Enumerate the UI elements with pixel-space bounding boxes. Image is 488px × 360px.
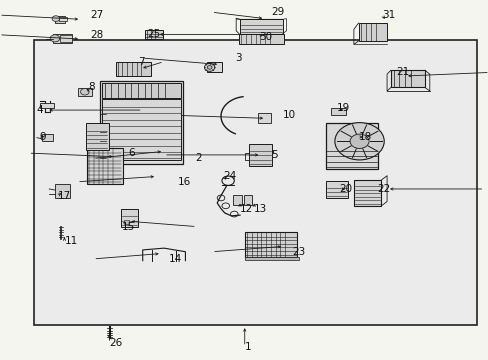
Text: 24: 24 (223, 171, 236, 181)
Bar (145, 30, 163, 39)
Text: 4: 4 (36, 105, 42, 115)
Text: 12: 12 (240, 204, 253, 214)
Bar (102, 83, 180, 98)
Text: 9: 9 (40, 132, 46, 142)
Text: 8: 8 (88, 82, 95, 92)
Text: 29: 29 (270, 7, 284, 17)
Bar (206, 62, 222, 72)
Bar (55, 184, 70, 198)
Text: 28: 28 (90, 30, 103, 40)
Bar (244, 257, 299, 260)
Text: 11: 11 (64, 236, 78, 246)
Bar (325, 181, 347, 198)
Bar (390, 70, 424, 87)
Bar (55, 17, 65, 23)
Text: 31: 31 (382, 10, 395, 20)
Circle shape (52, 16, 60, 22)
Text: 10: 10 (282, 111, 295, 121)
Bar (257, 113, 270, 123)
Circle shape (207, 66, 212, 69)
Circle shape (349, 134, 368, 148)
Text: 30: 30 (259, 32, 271, 41)
Text: 15: 15 (121, 222, 134, 231)
Bar (40, 103, 54, 108)
Text: 7: 7 (138, 57, 144, 67)
Bar (60, 36, 71, 42)
Circle shape (334, 123, 384, 160)
Circle shape (50, 35, 60, 42)
Text: 21: 21 (396, 67, 409, 77)
Text: 18: 18 (358, 132, 371, 142)
Text: 16: 16 (178, 177, 191, 187)
Bar (102, 99, 180, 160)
Bar (325, 123, 377, 169)
Text: 17: 17 (57, 191, 70, 201)
Circle shape (204, 63, 214, 71)
Bar (87, 148, 122, 184)
Text: 2: 2 (195, 153, 201, 163)
Bar (100, 81, 183, 164)
Bar (353, 180, 381, 206)
Text: 5: 5 (270, 150, 277, 160)
Text: 27: 27 (90, 10, 103, 20)
Bar (249, 144, 272, 166)
Text: 25: 25 (147, 30, 161, 39)
Text: 13: 13 (254, 204, 267, 214)
Bar (42, 134, 53, 141)
Bar (85, 123, 108, 149)
Text: 23: 23 (292, 247, 305, 257)
Bar (239, 34, 284, 44)
Bar (59, 17, 67, 22)
Bar (123, 220, 129, 224)
Bar (330, 108, 346, 116)
Text: 26: 26 (109, 338, 122, 348)
Text: 6: 6 (128, 148, 135, 158)
Text: 20: 20 (339, 184, 352, 194)
Bar (244, 195, 252, 205)
Bar (233, 195, 242, 205)
Bar (358, 23, 386, 41)
Text: 3: 3 (235, 53, 242, 63)
Text: 1: 1 (244, 342, 251, 352)
Circle shape (81, 89, 89, 95)
Bar (78, 88, 92, 96)
Bar (53, 34, 71, 43)
Bar (121, 210, 138, 226)
Bar (244, 232, 296, 257)
Text: 22: 22 (377, 184, 390, 194)
Bar (34, 40, 476, 325)
Text: 19: 19 (337, 103, 350, 113)
Bar (240, 19, 282, 34)
Text: 14: 14 (168, 254, 182, 264)
Bar (116, 62, 151, 76)
